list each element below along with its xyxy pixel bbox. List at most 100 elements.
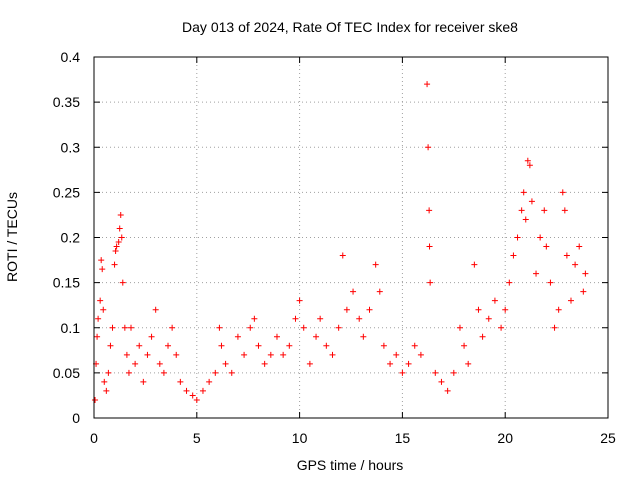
data-point <box>241 351 248 358</box>
y-tick-label: 0.15 <box>53 275 80 291</box>
data-point <box>156 360 163 367</box>
y-tick-label: 0.05 <box>53 365 80 381</box>
data-point <box>417 351 424 358</box>
data-point <box>424 81 431 88</box>
data-point <box>502 306 509 313</box>
data-point <box>580 288 587 295</box>
data-point <box>216 324 223 331</box>
data-point <box>165 342 172 349</box>
data-point <box>561 207 568 214</box>
data-point <box>267 351 274 358</box>
chart-title: Day 013 of 2024, Rate Of TEC Index for r… <box>182 19 518 35</box>
data-point <box>547 279 554 286</box>
data-point <box>456 324 463 331</box>
data-point <box>189 392 196 399</box>
data-point <box>97 297 104 304</box>
data-point <box>576 243 583 250</box>
data-point <box>152 306 159 313</box>
data-point <box>514 234 521 241</box>
data-point <box>356 315 363 322</box>
data-point <box>112 248 119 255</box>
data-point <box>350 288 357 295</box>
data-point <box>491 297 498 304</box>
y-tick-label: 0.3 <box>61 139 81 155</box>
data-points <box>92 81 589 403</box>
data-point <box>116 225 123 232</box>
y-tick-label: 0.35 <box>53 94 80 110</box>
data-point <box>119 279 126 286</box>
data-point <box>148 333 155 340</box>
data-point <box>528 198 535 205</box>
data-point <box>160 369 167 376</box>
data-point <box>125 369 132 376</box>
data-point <box>465 360 472 367</box>
data-point <box>296 297 303 304</box>
data-point <box>177 378 184 385</box>
data-point <box>426 207 433 214</box>
data-point <box>426 243 433 250</box>
data-point <box>485 315 492 322</box>
data-point <box>251 315 258 322</box>
data-point <box>306 360 313 367</box>
x-tick-label: 0 <box>90 430 98 446</box>
y-tick-label: 0.4 <box>61 49 81 65</box>
data-point <box>563 252 570 259</box>
data-point <box>510 252 517 259</box>
data-point <box>405 360 412 367</box>
data-point <box>543 243 550 250</box>
data-point <box>193 396 200 403</box>
data-point <box>136 342 143 349</box>
data-point <box>555 306 562 313</box>
data-point <box>524 157 531 164</box>
plot-frame <box>93 56 609 419</box>
data-point <box>411 342 418 349</box>
data-point <box>222 360 229 367</box>
x-tick-label: 5 <box>193 430 201 446</box>
data-point <box>255 342 262 349</box>
data-point <box>461 342 468 349</box>
data-point <box>567 297 574 304</box>
y-axis-label: ROTI / TECUs <box>4 192 20 282</box>
data-point <box>343 306 350 313</box>
data-point <box>206 378 213 385</box>
data-point <box>572 261 579 268</box>
data-point <box>393 351 400 358</box>
x-tick-labels: 0 5 10 15 20 25 <box>90 430 616 446</box>
data-point <box>335 324 342 331</box>
data-point <box>360 333 367 340</box>
data-point <box>100 306 107 313</box>
data-point <box>498 324 505 331</box>
data-point <box>118 234 125 241</box>
y-tick-label: 0.2 <box>61 230 81 246</box>
data-point <box>372 261 379 268</box>
data-point <box>228 369 235 376</box>
data-point <box>399 369 406 376</box>
data-point <box>520 189 527 196</box>
data-point <box>94 333 101 340</box>
data-point <box>280 351 287 358</box>
data-point <box>366 306 373 313</box>
data-point <box>533 270 540 277</box>
data-point <box>98 257 105 264</box>
y-tick-label: 0.25 <box>53 184 80 200</box>
data-point <box>541 207 548 214</box>
data-point <box>132 360 139 367</box>
data-point <box>559 189 566 196</box>
x-tick-label: 10 <box>292 430 308 446</box>
data-point <box>444 387 451 394</box>
data-point <box>518 207 525 214</box>
data-point <box>109 324 116 331</box>
data-point <box>92 396 99 403</box>
data-point <box>140 378 147 385</box>
data-point <box>144 351 151 358</box>
data-point <box>99 266 106 273</box>
data-point <box>479 333 486 340</box>
data-point <box>380 342 387 349</box>
x-tick-label: 20 <box>497 430 513 446</box>
data-point <box>551 324 558 331</box>
data-point <box>212 369 219 376</box>
data-point <box>123 351 130 358</box>
data-point <box>506 279 513 286</box>
data-point <box>286 342 293 349</box>
data-point <box>173 351 180 358</box>
